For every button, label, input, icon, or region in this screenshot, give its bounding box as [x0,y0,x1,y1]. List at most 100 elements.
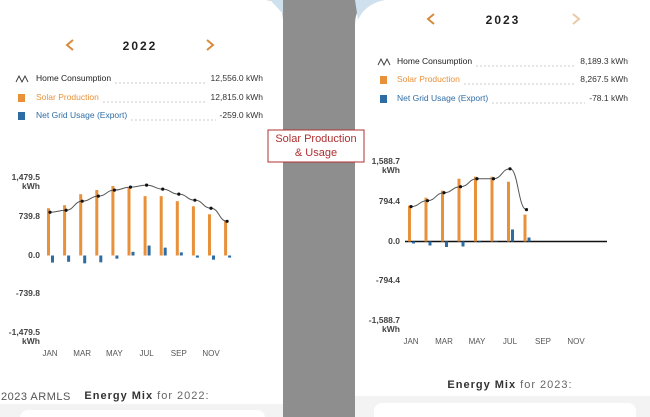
bar [428,241,432,246]
consumption-point [193,198,197,202]
bar [478,241,481,243]
bar [490,176,494,242]
consumption-point [48,210,52,214]
watermark: 2023 ARMLS [1,391,71,403]
energy-mix-year: for 2022: [157,390,210,402]
consumption-point [96,194,100,198]
right-card [374,403,636,417]
legend-icon [15,74,29,84]
bar [212,255,215,260]
consumption-line [410,168,527,211]
bar [208,214,211,256]
energy-mix-year: for 2023: [520,379,573,391]
consumption-point [225,219,229,223]
bar [51,255,54,263]
right-status-bar [355,0,385,20]
bar [445,241,448,248]
y-tick-label: 1,588.7 kWh [371,156,400,175]
legend-label: Net Grid Usage (Export) [397,93,489,103]
consumption-point [409,205,413,209]
bar [457,178,461,242]
legend-label: Home Consumption [397,56,473,66]
bar [494,241,498,242]
bar [412,241,415,244]
consumption-point [177,192,181,196]
consumption-point [112,188,116,192]
prev-arrow[interactable] [426,13,435,25]
bar [115,255,119,259]
legend-icon [380,95,387,103]
bar [441,190,444,242]
x-tick-label: MAR [435,337,453,346]
legend-value: -78.1 kWh [589,93,628,103]
x-tick-label: NOV [202,349,220,358]
bar [527,237,531,242]
consumption-point [425,199,430,203]
y-tick-label: -1,479.5 kWh [8,327,40,346]
prev-arrow[interactable] [65,39,74,51]
consumption-point [524,208,529,212]
legend-value: 12,556.0 kWh [210,73,263,83]
bar [523,214,527,242]
y-tick-label: 739.8 [18,210,40,221]
bar [408,205,411,242]
bar [83,255,87,264]
y-tick-label: -1,588.7 kWh [368,315,400,334]
bar [507,181,510,242]
legend-icon [18,94,25,102]
legend-value: -259.0 kWh [219,110,263,120]
energy-mix-title: Energy Mix for 2023: [447,379,572,391]
next-arrow[interactable] [206,39,215,51]
bar [79,194,83,256]
legend-label: Solar Production [36,92,99,102]
legend-label: Solar Production [397,74,460,84]
legend-label: Net Grid Usage (Export) [36,110,128,120]
bar [175,201,179,256]
y-tick-label: 0.0 [28,249,40,260]
bar [111,186,115,256]
legend-value: 12,815.0 kWh [210,92,263,102]
bar [224,220,228,256]
y-tick-label: 794.4 [378,195,400,206]
bar [143,196,147,256]
bar [67,255,71,262]
overlay-label: Solar Production & Usage [275,133,357,159]
legend-value: 8,189.3 kWh [580,56,628,66]
consumption-point [80,199,84,203]
energy-mix: Energy Mix [447,379,517,391]
bar [474,176,477,242]
bar [127,187,131,256]
bar [179,252,183,256]
energy-mix-title: Energy Mix for 2022: [84,390,209,402]
divider [285,0,355,417]
x-tick-label: SEP [534,337,552,346]
consumption-point [145,183,149,187]
bar [147,245,151,256]
legend-label: Home Consumption [36,73,112,83]
bar [511,229,514,242]
consumption-point [442,191,446,195]
bar [131,251,135,256]
overlay-box [267,129,365,163]
x-tick-label: JAN [42,349,58,358]
x-tick-label: SEP [170,349,187,358]
left-card [20,410,265,417]
legend-value: 8,267.5 kWh [580,74,628,84]
next-arrow[interactable] [572,13,581,25]
bar [424,197,428,242]
y-tick-label: -739.8 [15,288,40,299]
year-title: 2023 [485,13,521,27]
x-tick-label: JAN [403,337,419,346]
consumption-point [128,185,133,189]
bar [195,255,199,258]
consumption-point [209,206,213,210]
x-tick-label: MAY [106,349,123,358]
year-title: 2022 [122,39,158,53]
bar [163,247,167,256]
bar [47,208,50,256]
x-tick-label: MAR [73,349,92,358]
consumption-point [458,185,463,189]
consumption-point [508,167,512,171]
